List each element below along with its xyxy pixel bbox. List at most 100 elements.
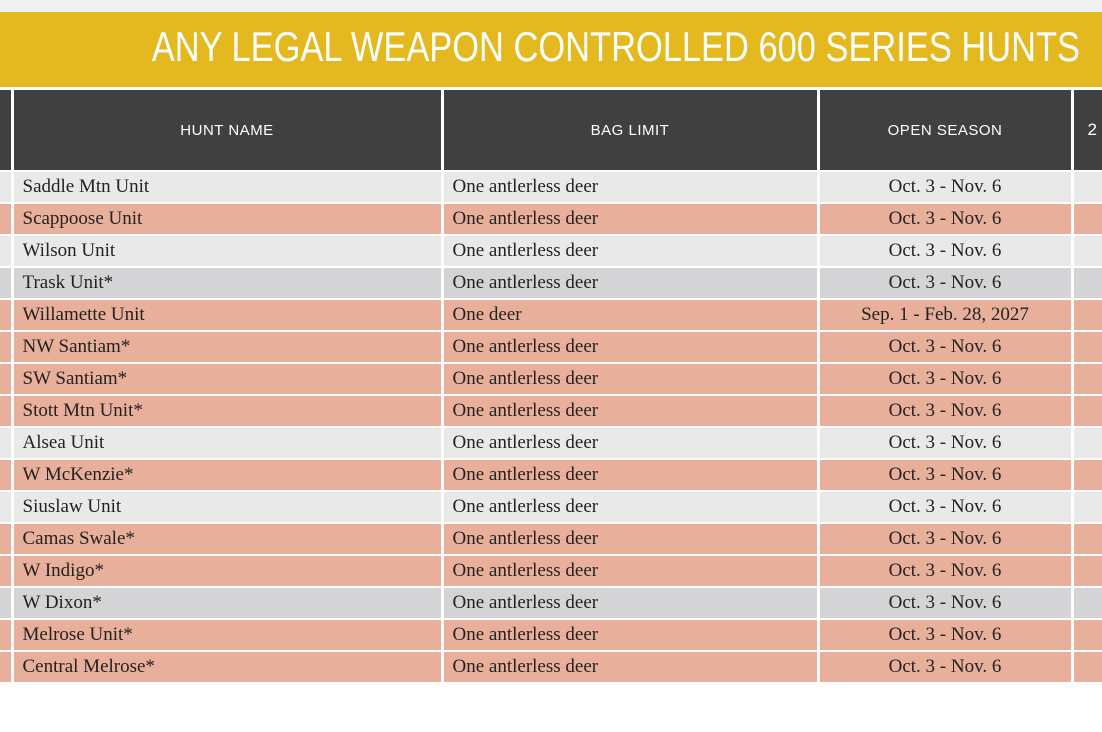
table-row: Willamette Unit One deer Sep. 1 - Feb. 28,… [0,298,1102,331]
hunt-name-cell: Melrose Unit* [10,618,442,651]
bag-limit-cell: One antlerless deer [440,458,818,491]
hunt-name-cell: Siuslaw Unit [10,490,442,523]
table-header-row: HUNT NAME BAG LIMIT OPEN SEASON 2 [0,90,1102,171]
header-edge-cell [0,90,12,171]
hunt-name-cell: NW Santiam* [10,330,442,363]
row-edge-cell [0,170,12,203]
title-banner: ANY LEGAL WEAPON CONTROLLED 600 SERIES H… [0,12,1102,87]
truncated-column-cell [1070,586,1102,619]
table-row: W Indigo* One antlerless deer Oct. 3 - Nov… [0,554,1102,587]
open-season-cell: Oct. 3 - Nov. 6 [816,266,1072,299]
row-edge-cell [0,522,12,555]
bag-limit-cell: One antlerless deer [440,170,818,203]
header-hunt-name: HUNT NAME [10,90,442,171]
table-row: Scappoose Unit One antlerless deer Oct. 3 … [0,202,1102,235]
bag-limit-cell: One antlerless deer [440,586,818,619]
open-season-cell: Oct. 3 - Nov. 6 [816,362,1072,395]
header-bag-limit: BAG LIMIT [440,90,818,171]
hunt-name-cell: Willamette Unit [10,298,442,331]
row-edge-cell [0,394,12,427]
hunt-name-cell: W McKenzie* [10,458,442,491]
hunts-table-wrapper: HUNT NAME BAG LIMIT OPEN SEASON 2 Saddle… [0,90,1102,682]
truncated-column-cell [1070,650,1102,682]
truncated-column-cell [1070,362,1102,395]
bag-limit-cell: One antlerless deer [440,202,818,235]
truncated-column-cell [1070,554,1102,587]
table-row: NW Santiam* One antlerless deer Oct. 3 - N… [0,330,1102,363]
hunt-name-cell: Scappoose Unit [10,202,442,235]
row-edge-cell [0,426,12,459]
header-open-season: OPEN SEASON [816,90,1072,171]
truncated-column-cell [1070,202,1102,235]
row-edge-cell [0,458,12,491]
table-row: Stott Mtn Unit* One antlerless deer Oct. 3… [0,394,1102,427]
row-edge-cell [0,650,12,682]
table-row: Central Melrose* One antlerless deer Oct. … [0,650,1102,682]
bag-limit-cell: One deer [440,298,818,331]
truncated-column-cell [1070,298,1102,331]
hunt-name-cell: Trask Unit* [10,266,442,299]
table-row: Alsea Unit One antlerless deer Oct. 3 - No… [0,426,1102,459]
open-season-cell: Oct. 3 - Nov. 6 [816,202,1072,235]
open-season-cell: Oct. 3 - Nov. 6 [816,234,1072,267]
hunt-name-cell: W Indigo* [10,554,442,587]
table-row: Siuslaw Unit One antlerless deer Oct. 3 - … [0,490,1102,523]
bag-limit-cell: One antlerless deer [440,490,818,523]
hunt-name-cell: Central Melrose* [10,650,442,682]
truncated-column-cell [1070,618,1102,651]
hunt-name-cell: Saddle Mtn Unit [10,170,442,203]
row-edge-cell [0,586,12,619]
bag-limit-cell: One antlerless deer [440,522,818,555]
truncated-column-cell [1070,426,1102,459]
table-row: SW Santiam* One antlerless deer Oct. 3 - N… [0,362,1102,395]
hunt-name-cell: Camas Swale* [10,522,442,555]
table-row: Trask Unit* One antlerless deer Oct. 3 - N… [0,266,1102,299]
truncated-column-cell [1070,170,1102,203]
bag-limit-cell: One antlerless deer [440,650,818,682]
row-edge-cell [0,554,12,587]
hunt-name-cell: Stott Mtn Unit* [10,394,442,427]
open-season-cell: Oct. 3 - Nov. 6 [816,394,1072,427]
bag-limit-cell: One antlerless deer [440,394,818,427]
hunt-name-cell: Wilson Unit [10,234,442,267]
truncated-column-cell [1070,394,1102,427]
hunt-name-cell: W Dixon* [10,586,442,619]
bag-limit-cell: One antlerless deer [440,330,818,363]
open-season-cell: Oct. 3 - Nov. 6 [816,554,1072,587]
table-row: Wilson Unit One antlerless deer Oct. 3 - N… [0,234,1102,267]
bag-limit-cell: One antlerless deer [440,362,818,395]
top-gap [0,0,1102,12]
hunt-name-cell: SW Santiam* [10,362,442,395]
row-edge-cell [0,490,12,523]
open-season-cell: Oct. 3 - Nov. 6 [816,490,1072,523]
table-row: Saddle Mtn Unit One antlerless deer Oct. 3… [0,170,1102,203]
hunt-name-cell: Alsea Unit [10,426,442,459]
table-row: W Dixon* One antlerless deer Oct. 3 - Nov.… [0,586,1102,619]
row-edge-cell [0,266,12,299]
open-season-cell: Sep. 1 - Feb. 28, 2027 [816,298,1072,331]
truncated-column-cell [1070,490,1102,523]
open-season-cell: Oct. 3 - Nov. 6 [816,618,1072,651]
row-edge-cell [0,362,12,395]
row-edge-cell [0,330,12,363]
row-edge-cell [0,618,12,651]
row-edge-cell [0,234,12,267]
open-season-cell: Oct. 3 - Nov. 6 [816,170,1072,203]
truncated-column-cell [1070,458,1102,491]
hunts-table: HUNT NAME BAG LIMIT OPEN SEASON 2 Saddle… [0,90,1102,682]
table-row: Melrose Unit* One antlerless deer Oct. 3 -… [0,618,1102,651]
open-season-cell: Oct. 3 - Nov. 6 [816,586,1072,619]
truncated-column-cell [1070,522,1102,555]
row-edge-cell [0,202,12,235]
open-season-cell: Oct. 3 - Nov. 6 [816,458,1072,491]
truncated-column-cell [1070,330,1102,363]
header-truncated-column: 2 [1070,90,1102,171]
table-row: W McKenzie* One antlerless deer Oct. 3 - N… [0,458,1102,491]
truncated-column-cell [1070,234,1102,267]
open-season-cell: Oct. 3 - Nov. 6 [816,522,1072,555]
bag-limit-cell: One antlerless deer [440,426,818,459]
table-body: Saddle Mtn Unit One antlerless deer Oct. 3… [0,170,1102,682]
table-row: Camas Swale* One antlerless deer Oct. 3 - … [0,522,1102,555]
open-season-cell: Oct. 3 - Nov. 6 [816,330,1072,363]
